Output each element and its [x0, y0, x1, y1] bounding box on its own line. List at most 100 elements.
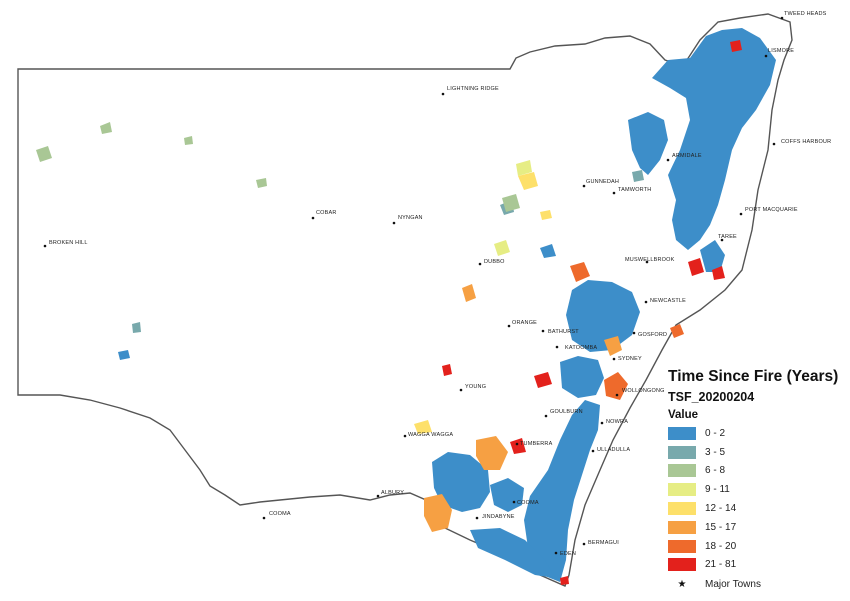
town-label: COFFS HARBOUR	[781, 139, 831, 145]
town-marker	[666, 158, 670, 162]
town-marker	[43, 244, 47, 248]
town-label: JINDABYNE	[482, 514, 515, 520]
town-marker	[772, 142, 776, 146]
star-icon: ★	[677, 578, 687, 590]
legend-major-towns-label: Major Towns	[705, 578, 761, 590]
legend-subtitle: TSF_20200204	[668, 390, 755, 404]
legend-class-list: 0 - 2 3 - 5 6 - 8 9 - 11 12 - 14 15 - 17 18 - …	[668, 424, 848, 574]
town-marker	[645, 260, 649, 264]
town-label: BERMAGUI	[588, 540, 619, 546]
town-label: ORANGE	[512, 320, 537, 326]
orange-patch-3	[604, 336, 622, 356]
legend-swatch	[668, 464, 696, 478]
town-marker	[262, 516, 266, 520]
town-marker	[544, 414, 548, 418]
town-label: NYNGAN	[398, 215, 423, 221]
west-fire-patch	[118, 350, 130, 360]
dark-orange-patch-1	[604, 372, 628, 400]
town-marker	[475, 516, 479, 520]
town-marker	[600, 421, 604, 425]
yellow-patch-3	[540, 210, 552, 220]
legend-class-label: 15 - 17	[705, 521, 737, 533]
town-marker	[612, 191, 616, 195]
town-label: EDEN	[560, 551, 576, 557]
green-patch-2	[100, 122, 112, 134]
fire-class-15-17-areas	[424, 284, 622, 532]
town-label: WOLLONGONG	[622, 388, 665, 394]
town-label: BROKEN HILL	[49, 240, 88, 246]
legend: Time Since Fire (Years) TSF_20200204 Val…	[668, 368, 848, 592]
yellow-patch-1	[518, 172, 538, 190]
legend-swatch	[668, 426, 696, 440]
orange-patch-4	[462, 284, 476, 302]
yellow-patch-2	[414, 420, 432, 434]
orange-patch-1	[476, 436, 508, 470]
central-fire-patch	[540, 244, 556, 258]
town-marker	[512, 500, 516, 504]
legend-class-label: 12 - 14	[705, 503, 737, 515]
town-marker	[392, 221, 396, 225]
town-label: KATOOMBA	[565, 345, 597, 351]
green-patch-5	[184, 136, 193, 145]
town-marker	[582, 184, 586, 188]
far-south-fire-area	[470, 528, 555, 578]
town-marker	[644, 300, 648, 304]
red-patch-6	[560, 576, 569, 585]
town-label: COBAR	[316, 210, 337, 216]
town-label: WAGGA WAGGA	[408, 432, 453, 438]
southern-highlands-fire-area	[560, 356, 604, 398]
town-label: YOUNG	[465, 384, 486, 390]
town-marker	[459, 388, 463, 392]
town-marker	[403, 434, 407, 438]
legend-row: 18 - 20	[668, 537, 848, 556]
town-label: SYDNEY	[618, 356, 642, 362]
town-label: TUMBERRA	[520, 441, 553, 447]
red-patch-7	[712, 266, 725, 280]
town-label: TWEED HEADS	[784, 11, 827, 17]
legend-class-label: 18 - 20	[705, 540, 737, 552]
green-patch-4	[502, 194, 520, 212]
town-marker	[555, 345, 559, 349]
legend-row: 9 - 11	[668, 480, 848, 499]
town-label: NOWRA	[606, 419, 628, 425]
town-label: DUBBO	[484, 259, 505, 265]
town-marker	[478, 262, 482, 266]
legend-value-header: Value	[668, 409, 699, 421]
town-label: MUSWELLBROOK	[625, 257, 675, 263]
town-marker	[441, 92, 445, 96]
legend-class-label: 0 - 2	[705, 427, 726, 439]
town-label: LIGHTNING RIDGE	[447, 86, 499, 92]
orange-patch-2	[424, 494, 452, 532]
south-coast-fire-area	[524, 400, 600, 582]
blue-mountains-fire-area	[566, 280, 640, 352]
town-label: COOMA	[517, 500, 539, 506]
town-label: PORT MACQUARIE	[745, 207, 798, 213]
town-marker	[612, 357, 616, 361]
town-label: LISMORE	[768, 48, 794, 54]
red-patch-5	[730, 40, 742, 52]
red-patch-1	[534, 372, 552, 388]
fire-class-12-14-areas	[414, 172, 552, 434]
legend-row: 6 - 8	[668, 462, 848, 481]
town-marker	[541, 329, 545, 333]
town-label: ARMIDALE	[672, 153, 702, 159]
fire-class-0-2-areas	[118, 28, 776, 582]
monaro-fire-area	[490, 478, 524, 512]
legend-class-label: 6 - 8	[705, 465, 726, 477]
legend-major-towns: ★ Major Towns	[668, 576, 848, 592]
snowy-mountains-fire-area	[432, 452, 490, 512]
legend-row: 3 - 5	[668, 443, 848, 462]
town-label: BATHURST	[548, 329, 579, 335]
fire-class-9-11-areas	[494, 160, 532, 256]
town-label: GOSFORD	[638, 332, 667, 338]
town-marker	[515, 442, 519, 446]
town-marker	[582, 542, 586, 546]
red-patch-2	[688, 258, 704, 276]
green-patch-1	[36, 146, 52, 162]
teal-patch-3	[132, 322, 141, 333]
town-label: TAMWORTH	[618, 187, 651, 193]
legend-row: 21 - 81	[668, 556, 848, 575]
legend-swatch	[668, 445, 696, 459]
legend-class-label: 3 - 5	[705, 446, 726, 458]
